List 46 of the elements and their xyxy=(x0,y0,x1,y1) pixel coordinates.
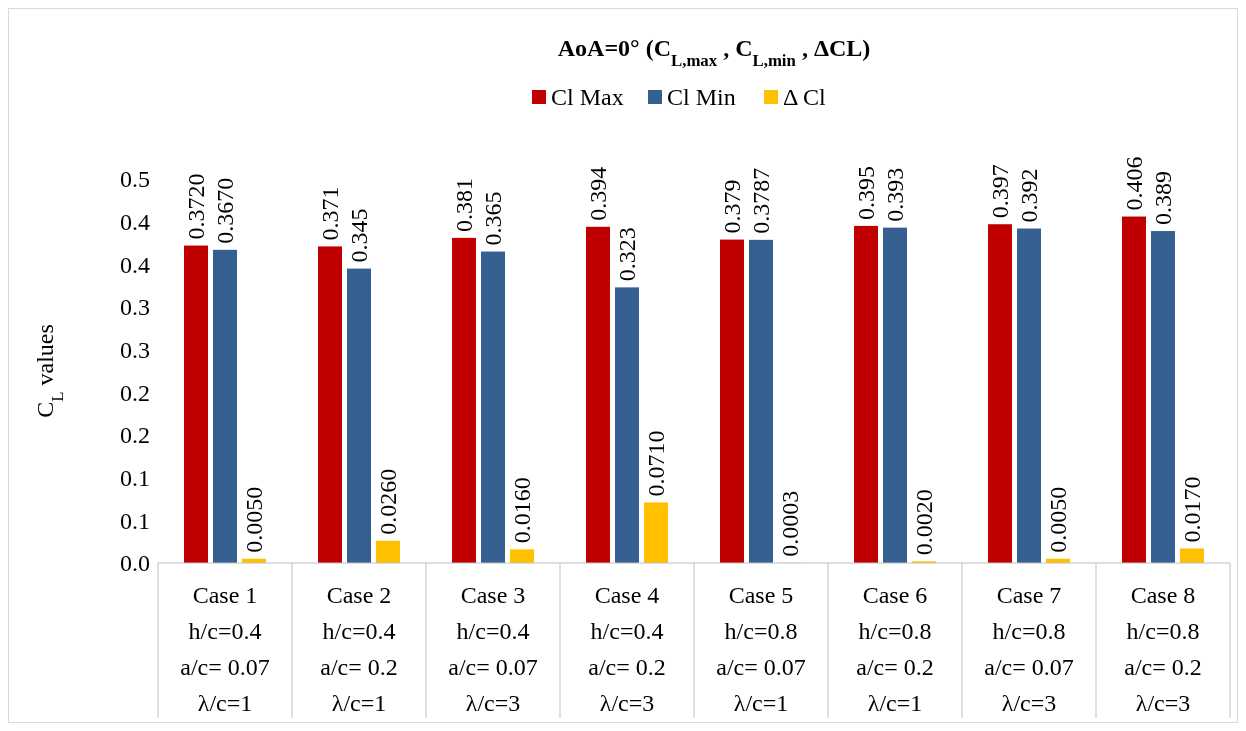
y-tick-label: 0.1 xyxy=(120,507,150,534)
data-label: 0.394 xyxy=(585,166,611,221)
data-label: 0.381 xyxy=(451,177,477,232)
data-label: 0.392 xyxy=(1016,168,1042,223)
y-tick-label: 0.0 xyxy=(120,550,150,577)
legend-label: Cl Min xyxy=(667,84,736,110)
chart-title: AoA=0° (C$_{L,max}$ , C$_{L,min}$ , ΔCL) xyxy=(557,35,871,70)
y-tick-label: 0.2 xyxy=(120,379,150,406)
data-label: 0.0170 xyxy=(1179,476,1205,543)
x-tick-label: Case 5 h/c=0.8 a/c= 0.07 λ/c=1 xyxy=(716,582,806,716)
legend-label: Cl Max xyxy=(551,84,624,110)
y-tick-label: 0.4 xyxy=(120,251,150,278)
x-tick-label: Case 7 h/c=0.8 a/c= 0.07 λ/c=3 xyxy=(984,582,1074,716)
data-label: 0.0260 xyxy=(375,468,401,535)
data-label: 0.379 xyxy=(719,179,745,234)
x-tick-label: Case 6 h/c=0.8 a/c= 0.2 λ/c=1 xyxy=(856,582,934,716)
data-label: 0.393 xyxy=(882,167,908,222)
y-tick-label: 0.1 xyxy=(120,465,150,492)
data-label: 0.397 xyxy=(987,164,1013,219)
x-tick-label: Case 2 h/c=0.4 a/c= 0.2 λ/c=1 xyxy=(320,582,398,716)
data-label: 0.0160 xyxy=(509,477,535,544)
data-label: 0.0050 xyxy=(241,486,267,553)
x-tick-label: Case 8 h/c=0.8 a/c= 0.2 λ/c=3 xyxy=(1124,582,1202,716)
y-tick-label: 0.3 xyxy=(120,337,150,364)
data-label: 0.365 xyxy=(480,191,506,246)
data-label: 0.3787 xyxy=(748,167,774,234)
y-tick-label: 0.4 xyxy=(120,209,150,236)
data-label: 0.389 xyxy=(1150,171,1176,226)
data-label: 0.323 xyxy=(614,227,640,282)
data-label: 0.3720 xyxy=(183,173,209,240)
x-tick-label: Case 4 h/c=0.4 a/c= 0.2 λ/c=3 xyxy=(588,582,666,716)
data-label: 0.0020 xyxy=(911,489,937,556)
data-label: 0.0050 xyxy=(1045,486,1071,553)
data-label: 0.406 xyxy=(1121,156,1147,211)
y-tick-label: 0.2 xyxy=(120,422,150,449)
data-label: 0.371 xyxy=(317,186,343,241)
data-label: 0.395 xyxy=(853,165,879,220)
legend-label: Δ Cl xyxy=(783,84,827,110)
data-label: 0.0710 xyxy=(643,430,669,497)
data-label: 0.0003 xyxy=(777,490,803,557)
y-tick-label: 0.3 xyxy=(120,294,150,321)
x-tick-label: Case 3 h/c=0.4 a/c= 0.07 λ/c=3 xyxy=(448,582,538,716)
data-label: 0.3670 xyxy=(212,177,238,244)
y-tick-label: 0.5 xyxy=(120,166,150,193)
data-label: 0.345 xyxy=(346,208,372,263)
x-tick-label: Case 1 h/c=0.4 a/c= 0.07 λ/c=1 xyxy=(180,582,270,716)
